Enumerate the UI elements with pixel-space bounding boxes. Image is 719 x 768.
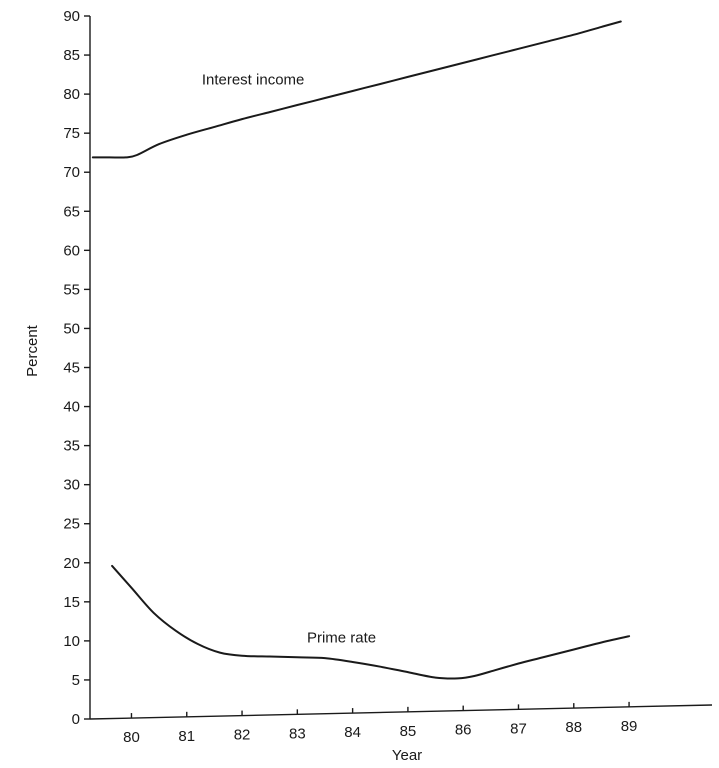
y-tick-label: 45 xyxy=(63,360,80,377)
y-tick-label: 5 xyxy=(72,672,80,689)
y-tick-label: 15 xyxy=(63,594,80,611)
y-tick-label: 25 xyxy=(63,516,80,533)
y-axis: 0 5 10 15 20 25 30 35 40 45 50 55 60 65 70 75 80 85 90 xyxy=(63,8,91,728)
interest-income-line xyxy=(91,20,622,159)
x-tick-label: 81 xyxy=(178,728,195,745)
x-axis-title: Year xyxy=(392,747,422,764)
x-tick-label: 88 xyxy=(565,719,582,736)
x-tick-label: 89 xyxy=(621,718,638,735)
y-tick-label: 80 xyxy=(63,86,80,103)
y-tick-label: 35 xyxy=(63,438,80,455)
y-tick-label: 90 xyxy=(63,8,80,25)
prime-rate-line xyxy=(111,564,631,680)
y-tick-label: 30 xyxy=(63,477,80,494)
y-tick-label: 60 xyxy=(63,242,80,259)
y-tick-label: 0 xyxy=(72,711,80,728)
x-tick-label: 87 xyxy=(510,720,527,737)
y-axis-title: Percent xyxy=(24,324,41,377)
interest-income-label: Interest income xyxy=(202,72,305,89)
x-axis: 80 81 82 83 84 85 86 87 88 89 xyxy=(89,701,713,746)
x-tick-label: 85 xyxy=(400,723,417,740)
prime-rate-label: Prime rate xyxy=(307,629,376,646)
y-tick-label: 85 xyxy=(63,47,80,64)
y-tick-label: 70 xyxy=(63,164,80,181)
y-tick-label: 40 xyxy=(63,399,80,416)
series-layer: Interest income Prime rate xyxy=(91,20,631,680)
y-tick-label: 55 xyxy=(63,281,80,298)
y-tick-label: 50 xyxy=(63,320,80,337)
y-tick-label: 75 xyxy=(63,125,80,142)
y-tick-label: 20 xyxy=(63,555,80,572)
y-tick-label: 10 xyxy=(63,633,80,650)
x-tick-label: 80 xyxy=(123,729,140,746)
x-axis-line xyxy=(89,704,713,720)
x-tick-label: 82 xyxy=(234,727,251,744)
x-tick-label: 83 xyxy=(289,725,306,742)
x-tick-label: 86 xyxy=(455,722,472,739)
x-tick-label: 84 xyxy=(344,724,361,741)
y-tick-label: 65 xyxy=(63,203,80,220)
